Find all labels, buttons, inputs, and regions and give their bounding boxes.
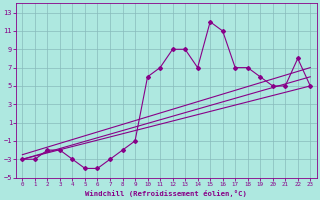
X-axis label: Windchill (Refroidissement éolien,°C): Windchill (Refroidissement éolien,°C)	[85, 190, 247, 197]
